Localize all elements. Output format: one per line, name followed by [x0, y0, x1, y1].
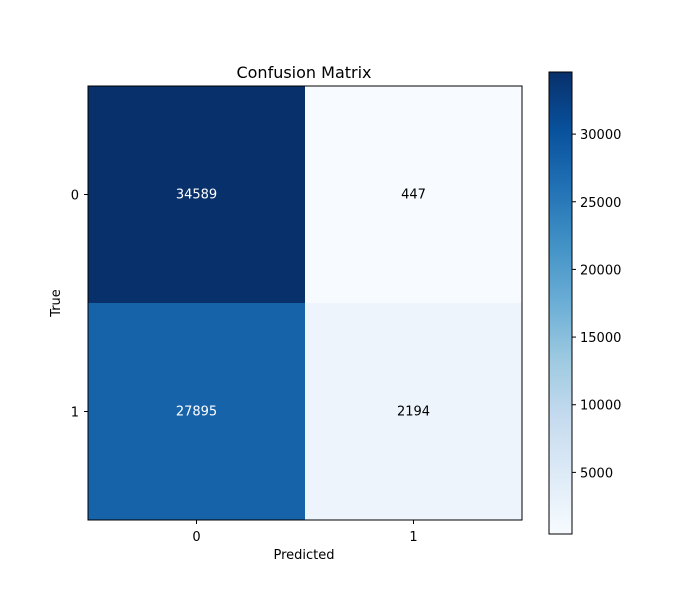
plot-frame — [87, 85, 523, 521]
colorbar-tick-label-1: 10000 — [580, 399, 621, 414]
heatmap-cells — [88, 86, 522, 520]
y-tick-label-0: 0 — [71, 189, 79, 204]
colorbar-ticks: 5000 10000 15000 20000 25000 30000 — [572, 128, 621, 481]
chart-title: Confusion Matrix — [236, 63, 371, 82]
heatmap-cell-1-1 — [305, 303, 522, 520]
colorbar-tick-label-0: 5000 — [580, 466, 613, 481]
heatmap-cell-1-0 — [88, 303, 305, 520]
y-axis-label: True — [49, 289, 64, 318]
x-tick-label-1: 1 — [409, 530, 417, 545]
colorbar-tick-label-5: 30000 — [580, 128, 621, 143]
x-tick-label-0: 0 — [192, 530, 200, 545]
heatmap-cell-0-1 — [305, 86, 522, 303]
cell-value-label-1-1: 2194 — [397, 405, 430, 420]
colorbar-tick-label-4: 25000 — [580, 196, 621, 211]
cell-value-label-1-0: 27895 — [176, 405, 217, 420]
y-tick-label-1: 1 — [71, 406, 79, 421]
colorbar — [548, 71, 573, 535]
y-axis-ticks: 01 — [71, 189, 88, 421]
x-axis-label: Predicted — [273, 548, 334, 563]
colorbar-tick-label-2: 15000 — [580, 331, 621, 346]
heatmap-cell-labels: 34589 447 27895 2194 — [176, 188, 430, 420]
cell-value-label-0-1: 447 — [401, 188, 426, 203]
cell-value-label-0-0: 34589 — [176, 188, 217, 203]
heatmap-cell-0-0 — [88, 86, 305, 303]
colorbar-tick-label-3: 20000 — [580, 263, 621, 278]
